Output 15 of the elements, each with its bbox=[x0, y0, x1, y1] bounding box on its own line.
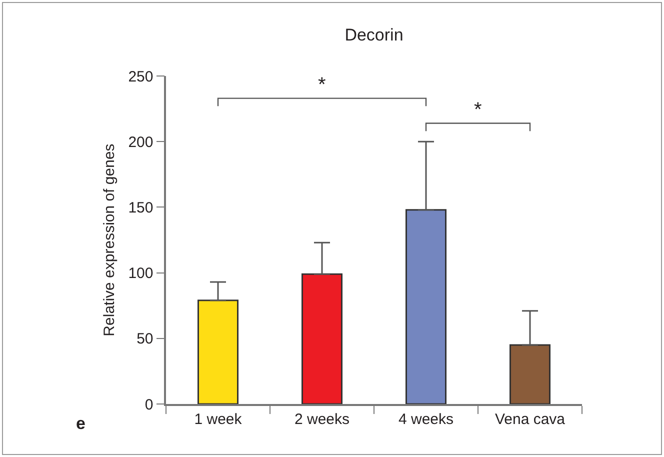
y-tick-label: 200 bbox=[128, 134, 154, 151]
x-tick-label: 1 week bbox=[194, 410, 242, 428]
text: e bbox=[76, 414, 86, 433]
x-tick-label: Vena cava bbox=[494, 410, 566, 428]
annotation: * bbox=[318, 74, 326, 96]
y-tick-label: 100 bbox=[128, 265, 154, 282]
chart-title: Decorin bbox=[344, 26, 404, 45]
x-tick-label: 4 weeks bbox=[398, 410, 454, 428]
y-tick-label: 150 bbox=[128, 199, 154, 216]
y-tick-label: 0 bbox=[144, 396, 154, 414]
y-axis-title: Relative expression of genes bbox=[100, 144, 118, 336]
y-tick-label: 250 bbox=[128, 68, 154, 86]
annotation: * bbox=[474, 99, 482, 121]
x-tick-label: 2 weeks bbox=[294, 410, 350, 428]
y-tick-label: 50 bbox=[136, 330, 154, 348]
